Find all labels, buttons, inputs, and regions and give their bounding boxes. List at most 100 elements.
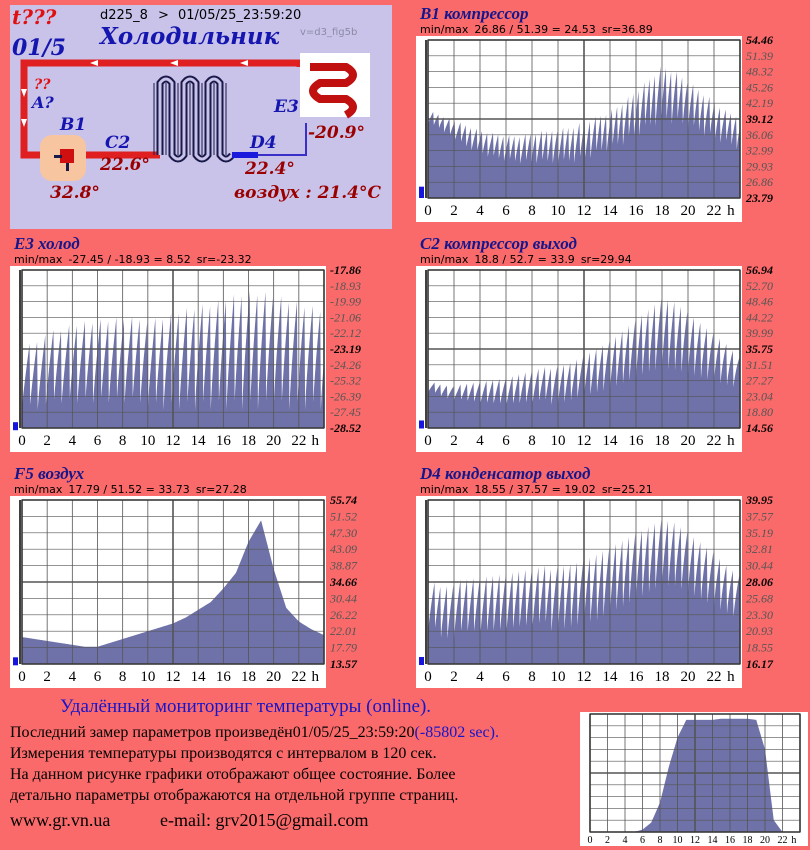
x-tick-label: 4 bbox=[623, 835, 628, 846]
chart-e3-stats: min/max -27.45 / -18.93 = 8.52 sr=-23.32 bbox=[14, 253, 252, 266]
x-tick-label: 2 bbox=[450, 203, 458, 219]
current-level-marker bbox=[419, 420, 424, 429]
x-tick-label: h bbox=[727, 669, 735, 685]
x-tick-label: 22 bbox=[778, 835, 788, 846]
x-tick-label: 18 bbox=[241, 433, 256, 449]
x-tick-label: h bbox=[727, 203, 735, 219]
x-tick-label: h bbox=[311, 669, 319, 685]
device-timestamp: 01/05/25_23:59:20 bbox=[178, 8, 302, 23]
chart-c2-stats: min/max 18.8 / 52.7 = 33.9 sr=29.94 bbox=[420, 253, 632, 266]
x-tick-label: 4 bbox=[476, 433, 484, 449]
footer-overview-note: На данном рисунке графики отображают общ… bbox=[10, 766, 456, 783]
y-tick-label: 32.99 bbox=[745, 144, 773, 158]
unknown-sensor-marks: ?? bbox=[34, 77, 51, 93]
x-tick-label: 22 bbox=[291, 433, 306, 449]
y-tick-label: -22.12 bbox=[330, 326, 361, 340]
x-tick-label: 12 bbox=[577, 433, 592, 449]
y-tick-label: 42.19 bbox=[746, 96, 773, 110]
x-tick-label: 12 bbox=[690, 835, 700, 846]
x-tick-label: 18 bbox=[655, 433, 670, 449]
y-tick-label: 34.66 bbox=[329, 575, 357, 589]
x-tick-label: 0 bbox=[588, 835, 593, 846]
page-fraction: 01/5 bbox=[12, 35, 66, 61]
y-tick-label: 30.44 bbox=[745, 559, 773, 573]
x-tick-label: 0 bbox=[424, 669, 432, 685]
x-tick-label: 4 bbox=[476, 669, 484, 685]
y-tick-label: 32.81 bbox=[745, 542, 773, 556]
x-tick-label: 14 bbox=[603, 669, 619, 685]
sensor-c2-label: C2 bbox=[105, 133, 131, 153]
x-tick-label: 18 bbox=[743, 835, 753, 846]
sensor-c2-value: 22.6° bbox=[100, 155, 150, 175]
y-tick-label: -28.52 bbox=[330, 421, 361, 435]
email-link[interactable]: e-mail: grv2015@gmail.com bbox=[160, 810, 369, 830]
x-tick-label: 20 bbox=[266, 433, 281, 449]
x-tick-label: 18 bbox=[655, 669, 670, 685]
y-tick-label: 48.32 bbox=[746, 65, 773, 79]
x-tick-label: 22 bbox=[707, 669, 722, 685]
y-tick-label: -26.39 bbox=[330, 389, 361, 403]
y-tick-label: 23.79 bbox=[745, 191, 773, 205]
y-tick-label: 16.17 bbox=[746, 657, 774, 671]
y-tick-label: 52.70 bbox=[746, 279, 773, 293]
plot-frame bbox=[21, 269, 325, 429]
x-tick-label: 6 bbox=[502, 669, 510, 685]
sensor-b1-label: B1 bbox=[60, 115, 87, 135]
nav-arrow[interactable]: > bbox=[158, 8, 169, 23]
y-tick-label: 22.01 bbox=[330, 624, 357, 638]
x-tick-label: 8 bbox=[658, 835, 663, 846]
y-tick-label: 39.99 bbox=[745, 326, 773, 340]
x-tick-label: 6 bbox=[502, 433, 510, 449]
version-label: v=d3_fig5b bbox=[300, 27, 358, 38]
y-tick-label: 39.95 bbox=[745, 496, 773, 507]
current-level-marker bbox=[419, 657, 424, 666]
x-tick-label: 10 bbox=[551, 203, 566, 219]
x-tick-label: 2 bbox=[43, 669, 51, 685]
y-tick-label: 47.30 bbox=[330, 526, 357, 540]
x-tick-label: 0 bbox=[18, 433, 26, 449]
evaporator-coil-icon bbox=[309, 63, 357, 119]
chart-f5-title: F5 воздух bbox=[14, 464, 85, 483]
chart-e3: -17.86 -18.93 -19.99-21.06 -22.12 -23.19 -24.… bbox=[10, 266, 361, 452]
x-tick-label: 14 bbox=[708, 835, 718, 846]
sensor-e3-value: -20.9° bbox=[308, 123, 365, 143]
x-tick-label: 20 bbox=[681, 203, 696, 219]
x-tick-label: 22 bbox=[291, 669, 306, 685]
x-tick-label: 22 bbox=[707, 433, 722, 449]
time-delta: (-85802 sec). bbox=[414, 724, 499, 741]
website-link[interactable]: www.gr.vn.ua bbox=[10, 810, 111, 830]
plot-frame bbox=[427, 39, 741, 199]
x-tick-label: 20 bbox=[681, 433, 696, 449]
refrigerator-diagram: t??? 01/5 d225_8 > 01/05/25_23:59:20 Хол… bbox=[10, 5, 392, 229]
x-tick-label: 12 bbox=[166, 433, 181, 449]
x-tick-label: 6 bbox=[502, 203, 510, 219]
y-tick-label: 14.56 bbox=[746, 421, 773, 435]
x-tick-label: 16 bbox=[629, 669, 645, 685]
x-tick-label: 20 bbox=[681, 669, 696, 685]
x-tick-label: 6 bbox=[640, 835, 645, 846]
x-tick-label: 0 bbox=[424, 203, 432, 219]
y-tick-label: 18.55 bbox=[746, 641, 773, 655]
y-tick-label: 45.26 bbox=[746, 80, 773, 94]
chart-thumbnail[interactable]: 0 2 4 6 8 10 12 14 16 18 20 22 h bbox=[580, 712, 808, 846]
chart-d4-title: D4 конденсатор выход bbox=[420, 464, 591, 483]
y-tick-label: -27.45 bbox=[330, 405, 361, 419]
alarm-indicator: t??? bbox=[12, 5, 57, 29]
x-tick-label: 16 bbox=[216, 433, 232, 449]
y-tick-label: 37.57 bbox=[745, 509, 774, 523]
x-tick-label: 8 bbox=[119, 669, 127, 685]
x-tick-label: 10 bbox=[551, 669, 566, 685]
x-tick-label: 18 bbox=[655, 203, 670, 219]
y-tick-label: 51.52 bbox=[330, 509, 357, 523]
x-tick-label: 2 bbox=[43, 433, 51, 449]
chart-b1-stats: min/max 26.86 / 51.39 = 24.53 sr=36.89 bbox=[420, 23, 653, 36]
x-tick-label: 16 bbox=[216, 669, 232, 685]
y-tick-label: 48.46 bbox=[746, 295, 773, 309]
y-tick-label: 30.44 bbox=[329, 591, 357, 605]
y-tick-label: 18.80 bbox=[746, 405, 773, 419]
x-tick-label: 10 bbox=[551, 433, 566, 449]
plot-frame bbox=[427, 499, 741, 665]
y-tick-label: 38.87 bbox=[329, 559, 358, 573]
x-tick-label: 2 bbox=[605, 835, 610, 846]
x-tick-label: 10 bbox=[140, 433, 155, 449]
